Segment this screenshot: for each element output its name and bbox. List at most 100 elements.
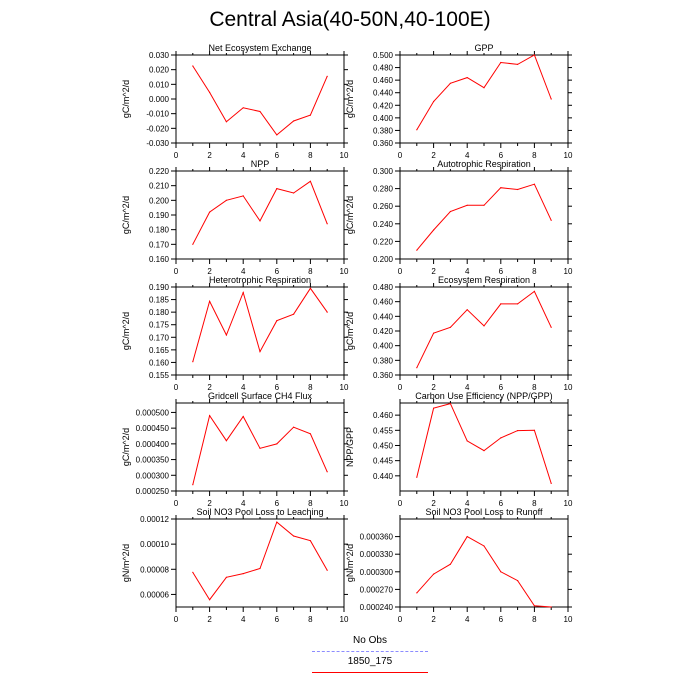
data-point bbox=[326, 223, 328, 225]
x-tick-label: 0 bbox=[398, 151, 403, 160]
x-tick-label: 2 bbox=[431, 615, 436, 624]
x-tick-label: 6 bbox=[275, 499, 280, 508]
x-tick-label: 2 bbox=[207, 615, 212, 624]
x-tick-label: 6 bbox=[275, 615, 280, 624]
x-tick-label: 8 bbox=[308, 267, 313, 276]
y-tick-label: 0.00010 bbox=[140, 540, 169, 549]
legend-line-1850-175 bbox=[312, 672, 428, 673]
y-tick-label: 0.155 bbox=[149, 371, 170, 380]
y-tick-label: 0.000250 bbox=[136, 487, 170, 496]
data-point bbox=[192, 571, 194, 574]
legend-line-no-obs bbox=[312, 651, 428, 652]
data-point bbox=[309, 287, 311, 289]
data-point bbox=[500, 571, 502, 573]
x-tick-label: 10 bbox=[340, 615, 349, 624]
page-title: Central Asia(40-50N,40-100E) bbox=[209, 8, 491, 31]
series-line-1850-175 bbox=[416, 290, 552, 368]
plot-frame bbox=[399, 402, 569, 492]
y-tick-label: 0.440 bbox=[373, 312, 394, 321]
y-axis-label: gC/m^2/d bbox=[345, 80, 355, 118]
y-tick-label: 0.460 bbox=[373, 298, 394, 307]
y-tick-label: 0.220 bbox=[149, 167, 170, 176]
x-tick-label: 2 bbox=[207, 383, 212, 392]
data-point bbox=[225, 440, 227, 442]
series-line-1850-175 bbox=[416, 183, 552, 251]
data-point bbox=[533, 605, 536, 607]
y-tick-label: 0.460 bbox=[373, 76, 394, 85]
plot-panel: Heterotrophic Respiration gC/m^2/d 0 2 4 6 8 10… bbox=[121, 275, 349, 392]
y-tick-label: 0.200 bbox=[373, 255, 394, 264]
y-tick-label: 0.000350 bbox=[136, 456, 170, 465]
y-tick-label: 0.360 bbox=[373, 139, 394, 148]
x-tick-label: 10 bbox=[340, 267, 349, 276]
plot-panel: Gridcell Surface CH4 Flux gC/m^2/d 0 2 4 6 8 10… bbox=[121, 391, 349, 508]
series-line-1850-175 bbox=[192, 521, 328, 601]
plot-panel: Carbon Use Efficiency (NPP/GPP) NPP/GPP 0 2… bbox=[345, 391, 573, 508]
x-tick-label: 0 bbox=[398, 499, 403, 508]
data-point bbox=[276, 134, 278, 136]
y-tick-label: 0.165 bbox=[149, 346, 170, 355]
data-point bbox=[209, 91, 211, 93]
plot-panel: Net Ecosystem Exchange gC/m^2/d 0 2 4 6 8 10 -0.… bbox=[121, 43, 349, 160]
data-point bbox=[192, 484, 194, 486]
x-tick-label: 0 bbox=[398, 267, 403, 276]
x-tick-label: 8 bbox=[532, 615, 537, 624]
x-tick-label: 4 bbox=[465, 267, 470, 276]
plot-title: Autotrophic Respiration bbox=[437, 159, 531, 169]
x-tick-label: 6 bbox=[275, 151, 280, 160]
y-tick-label: 0.190 bbox=[149, 283, 170, 292]
plot-panel: Soil NO3 Pool Loss to Runoff gN/m^2/d 0 2 4 6… bbox=[345, 507, 573, 624]
data-point bbox=[242, 573, 244, 575]
data-point bbox=[259, 351, 261, 353]
x-tick-label: 2 bbox=[431, 383, 436, 392]
y-tick-label: 0.260 bbox=[373, 202, 394, 211]
x-tick-label: 6 bbox=[499, 383, 504, 392]
y-axis-label: gC/m^2/d bbox=[345, 312, 355, 350]
data-point bbox=[500, 303, 502, 305]
data-point bbox=[293, 535, 295, 537]
y-tick-label: 0.000500 bbox=[136, 408, 170, 417]
data-point bbox=[242, 195, 244, 197]
x-tick-label: 6 bbox=[499, 499, 504, 508]
y-tick-label: 0.380 bbox=[373, 356, 394, 365]
data-point bbox=[466, 204, 468, 206]
plot-panel: GPP gC/m^2/d 0 2 4 6 8 10 0.360 0.380 0.400 0.420 0.… bbox=[345, 43, 573, 160]
legend-label-1850-175: 1850_175 bbox=[347, 656, 393, 667]
y-tick-label: 0.450 bbox=[373, 441, 394, 450]
y-tick-label: 0.175 bbox=[149, 321, 170, 330]
data-point bbox=[483, 545, 485, 547]
data-point bbox=[209, 211, 211, 213]
x-tick-label: 2 bbox=[207, 499, 212, 508]
series-line-1850-175 bbox=[416, 403, 552, 484]
data-point bbox=[517, 430, 519, 432]
plot-frame bbox=[399, 170, 569, 260]
x-tick-label: 0 bbox=[398, 383, 403, 392]
data-point bbox=[416, 249, 418, 251]
data-point bbox=[326, 311, 328, 313]
y-tick-label: 0.380 bbox=[373, 126, 394, 135]
y-tick-label: 0.420 bbox=[373, 101, 394, 110]
data-point bbox=[550, 482, 552, 484]
plot-panel: NPP gC/m^2/d 0 2 4 6 8 10 0.160 0.170 0.180 0.190 0.… bbox=[121, 159, 349, 276]
data-point bbox=[309, 540, 311, 542]
data-point bbox=[276, 188, 278, 190]
data-point bbox=[433, 573, 435, 575]
x-tick-label: 10 bbox=[340, 151, 349, 160]
data-point bbox=[309, 114, 311, 116]
x-tick-label: 10 bbox=[564, 383, 573, 392]
y-tick-label: 0.000330 bbox=[360, 550, 394, 559]
plot-title: Soil NO3 Pool Loss to Leaching bbox=[196, 507, 323, 517]
y-tick-label: 0.000450 bbox=[136, 424, 170, 433]
data-point bbox=[483, 87, 485, 89]
data-point bbox=[276, 521, 278, 523]
data-point bbox=[259, 110, 261, 113]
data-point bbox=[293, 192, 295, 194]
y-tick-label: 0.190 bbox=[149, 211, 170, 220]
plot-title: Heterotrophic Respiration bbox=[209, 275, 311, 285]
plot-frame bbox=[175, 402, 345, 492]
y-tick-label: -0.030 bbox=[146, 139, 169, 148]
data-point bbox=[550, 606, 552, 608]
x-tick-label: 4 bbox=[241, 383, 246, 392]
x-tick-label: 8 bbox=[308, 383, 313, 392]
